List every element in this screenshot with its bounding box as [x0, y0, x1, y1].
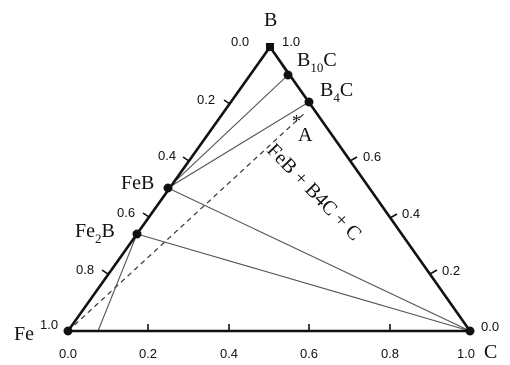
left-tick-label: 0.0: [231, 34, 249, 49]
bottom-tick-label: 0.8: [381, 346, 399, 361]
point-fe: [63, 326, 73, 336]
tie-lines: [67, 46, 471, 332]
left-tick-label: 0.8: [76, 262, 94, 277]
bottom-tick-label: 0.0: [59, 346, 77, 361]
tie-line-feb-b4c: [167, 101, 310, 189]
left-tick-label: 0.4: [158, 148, 176, 163]
right-tick-mark: [349, 156, 358, 162]
left-tick-mark: [182, 156, 190, 162]
vertex-label-b: B: [264, 9, 277, 31]
tie-line-feb-c: [167, 187, 471, 332]
point-fe2b: [132, 229, 142, 239]
tick-marks: [101, 99, 438, 331]
bottom-tick-label: 1.0: [457, 346, 475, 361]
label-b4c: B4C: [320, 79, 353, 105]
right-tick-mark: [429, 269, 438, 275]
bottom-tick-label: 0.4: [220, 346, 238, 361]
point-b10c: [283, 70, 293, 80]
left-tick-mark: [142, 212, 150, 218]
phase-points: [63, 43, 475, 336]
right-tick-label: 1.0: [282, 34, 300, 49]
right-tick-mark: [389, 213, 398, 219]
point-b4c: [304, 97, 314, 107]
left-tick-label: 1.0: [40, 317, 58, 332]
region-label: FeB + B4C + C: [262, 139, 365, 245]
point-c: [465, 326, 475, 336]
left-tick-label: 0.2: [197, 92, 215, 107]
label-fe2b: Fe2B: [75, 220, 115, 246]
right-tick-label: 0.6: [363, 149, 381, 164]
bottom-tick-label: 0.6: [300, 346, 318, 361]
right-tick-label: 0.0: [481, 319, 499, 334]
label-b10c: B10C: [297, 49, 337, 75]
right-tick-label: 0.4: [402, 206, 420, 221]
point-a-star: *: [292, 111, 301, 131]
point-b: [266, 43, 274, 51]
point-a-label: A: [298, 124, 313, 146]
point-feb: [163, 183, 173, 193]
bottom-axis-labels: 0.0 0.2 0.4 0.6 0.8 1.0: [59, 346, 475, 361]
right-axis-labels: 1.0 0.6 0.4 0.2 0.0: [282, 34, 499, 334]
vertex-label-fe: Fe: [14, 323, 34, 345]
right-tick-label: 0.2: [442, 263, 460, 278]
tie-line-fe2b-base: [97, 233, 138, 332]
left-tick-mark: [223, 99, 231, 105]
tie-line-fe2b-c: [136, 233, 471, 332]
edge-b-c: [268, 46, 472, 332]
left-tick-mark: [101, 269, 109, 275]
label-feb: FeB: [121, 172, 154, 194]
bottom-tick-label: 0.2: [139, 346, 157, 361]
vertex-label-c: C: [484, 341, 497, 363]
left-tick-label: 0.6: [117, 205, 135, 220]
left-axis-labels: 0.0 0.2 0.4 0.6 0.8 1.0: [40, 34, 249, 332]
tie-line-feb-b10c: [167, 74, 289, 189]
